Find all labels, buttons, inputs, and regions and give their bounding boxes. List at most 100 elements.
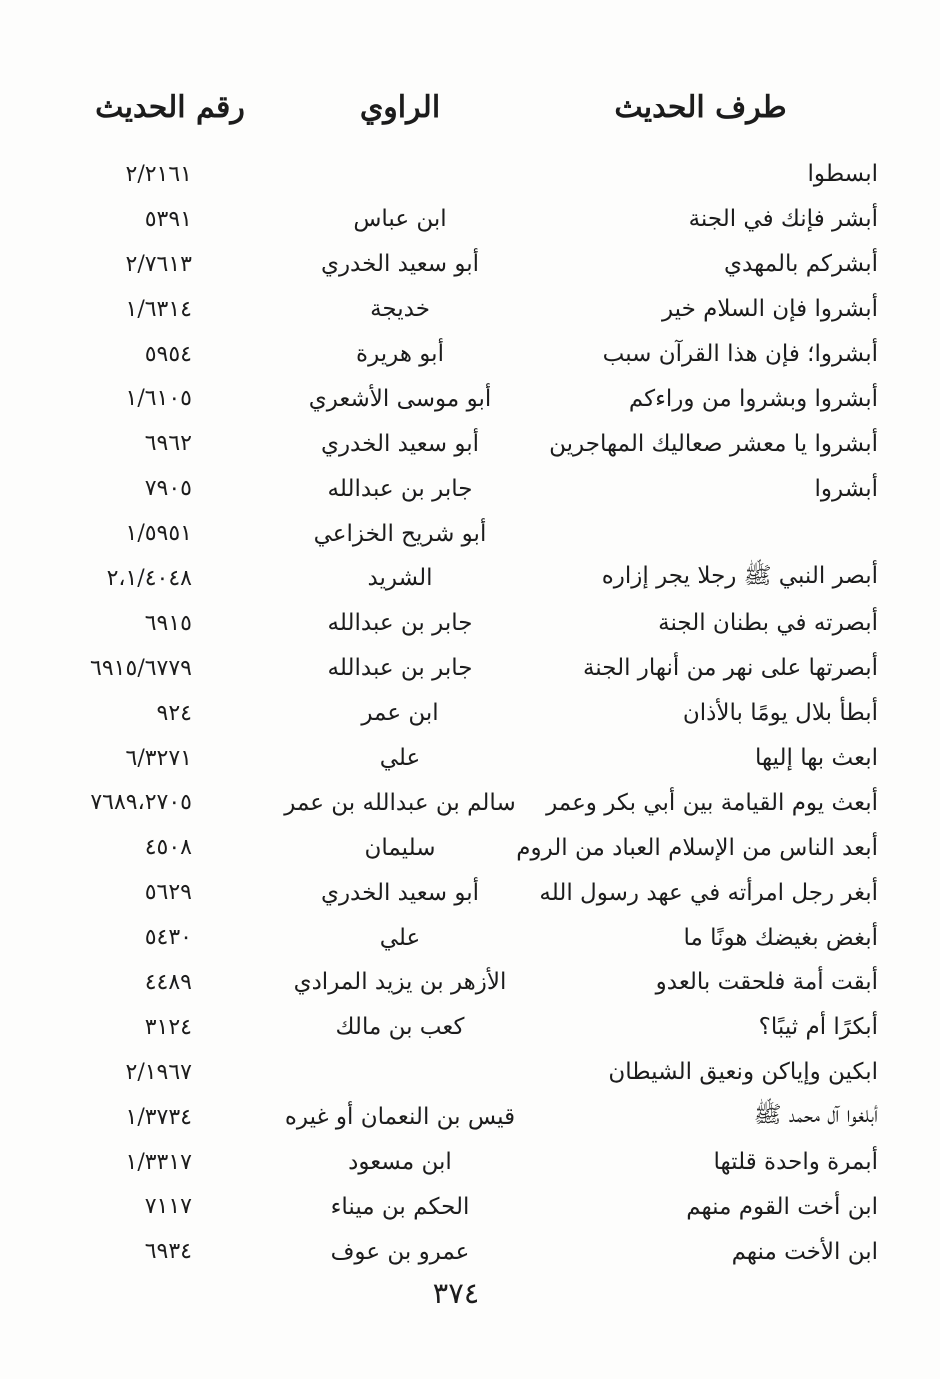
- table-row: أبصرته في بطنان الجنة جابر بن عبدالله ٦٩…: [75, 601, 878, 646]
- narrator-name: أبو شريح الخزاعي: [313, 520, 487, 547]
- hadith-number: ٧٩٠٥: [144, 476, 192, 502]
- header-number-label: رقم الحديث: [95, 89, 245, 125]
- narrator-name: علي: [379, 745, 421, 772]
- narrator-name: ابن عباس: [353, 206, 447, 233]
- hadith-text: أبشر فإنك في الجنة: [688, 206, 878, 233]
- narrator-name: عمرو بن عوف: [330, 1238, 470, 1265]
- narrator-name: الحكم بن ميناء: [330, 1193, 470, 1220]
- hadith-text: أبكرًا أم ثيبًا؟: [758, 1014, 878, 1041]
- table-row: أبكرًا أم ثيبًا؟ كعب بن مالك ٣١٢٤: [75, 1005, 878, 1050]
- hadith-number: ٤٤٨٩: [144, 969, 192, 995]
- narrator-name: أبو موسى الأشعري: [308, 385, 492, 412]
- hadith-number: ٧١١٧: [144, 1194, 192, 1220]
- table-row: أبشروا؛ فإن هذا القرآن سبب أبو هريرة ٥٩٥…: [75, 332, 878, 377]
- table-row: أبلغوا آل محمد ﷺ قيس بن النعمان أو غيره …: [75, 1095, 879, 1140]
- hadith-number: ١/٦١٠٥: [125, 386, 193, 412]
- header-hadith-label: طرف الحديث: [614, 89, 787, 125]
- hadith-text: أبعد الناس من الإسلام العباد من الروم: [516, 834, 878, 861]
- narrator-name: الأزهر بن يزيد المرادي: [293, 969, 507, 996]
- hadith-text: أبعث يوم القيامة بين أبي بكر وعمر: [546, 789, 878, 816]
- table-row: ابن أخت القوم منهم الحكم بن ميناء ٧١١٧: [75, 1184, 878, 1229]
- hadith-number: ٦٩٣٤: [144, 1239, 192, 1265]
- hadith-text: أبغض بغيضك هونًا ما: [683, 924, 878, 951]
- table-row: أبشروا يا معشر صعاليك المهاجرين أبو سعيد…: [75, 421, 878, 466]
- hadith-text: أبصرته في بطنان الجنة: [658, 610, 878, 637]
- hadith-text: أبمرة واحدة قلتها: [713, 1149, 878, 1176]
- table-row: أبصرتها على نهر من أنهار الجنة جابر بن ع…: [75, 646, 878, 691]
- hadith-text: أبغر رجل امرأته في عهد رسول الله: [539, 879, 878, 906]
- hadith-text: ابن الأخت منهم: [731, 1238, 878, 1265]
- table-header: طرف الحديث الراوي رقم الحديث: [75, 80, 878, 134]
- table-row: أبشروا وبشروا من وراءكم أبو موسى الأشعري…: [75, 376, 879, 421]
- hadith-number: ٦٩١٥/٦٧٧٩: [90, 655, 192, 681]
- hadith-text: أبشركم بالمهدي: [724, 251, 878, 278]
- narrator-name: قيس بن النعمان أو غيره: [284, 1104, 516, 1131]
- hadith-number: ٦٩١٥: [144, 610, 192, 636]
- narrator-name: ابن عمر: [361, 700, 439, 727]
- narrator-name: الشريد: [367, 565, 433, 592]
- narrator-name: ابن مسعود: [348, 1149, 452, 1176]
- hadith-number: ٦/٣٢٧١: [125, 745, 193, 771]
- hadith-text: أبشروا؛ فإن هذا القرآن سبب: [602, 341, 878, 367]
- hadith-text: ابسطوا: [807, 161, 878, 188]
- narrator-name: علي: [379, 924, 421, 951]
- table-row: أبشر فإنك في الجنة ابن عباس ٥٣٩١: [75, 197, 878, 242]
- narrator-name: أبو هريرة: [356, 341, 444, 367]
- hadith-number: ٥٦٢٩: [144, 880, 192, 906]
- hadith-text: ابعث بها إليها: [754, 745, 878, 772]
- table-row: أبمرة واحدة قلتها ابن مسعود ١/٣٣١٧: [75, 1140, 879, 1185]
- hadith-text: أبشروا: [814, 475, 879, 502]
- hadith-number: ٦٩٦٢: [144, 431, 192, 457]
- hadith-number: ٥٤٣٠: [144, 925, 192, 951]
- table-row: أبشروا جابر بن عبدالله ٧٩٠٥: [75, 466, 878, 511]
- table-row: ابعث بها إليها علي ٦/٣٢٧١: [75, 736, 879, 781]
- hadith-number: ٧٦٨٩،٢٧٠٥: [90, 790, 192, 816]
- hadith-number: ٣١٢٤: [144, 1014, 192, 1040]
- hadith-text: أبطأ بلال يومًا بالأذان: [682, 700, 878, 727]
- hadith-text: ابكين وإياكن ونعيق الشيطان: [608, 1059, 878, 1086]
- hadith-text: أبقت أمة فلحقت بالعدو: [655, 969, 878, 996]
- hadith-text: أبلغوا آل محمد ﷺ: [753, 1102, 878, 1129]
- table-row: أبغض بغيضك هونًا ما علي ٥٤٣٠: [75, 915, 878, 960]
- table-row: أبصر النبي ﷺ رجلا يجر إزاره الشريد ٢،١/٤…: [75, 556, 878, 601]
- hadith-text: أبصر النبي ﷺ رجلا يجر إزاره: [601, 563, 878, 590]
- narrator-name: سالم بن عبدالله بن عمر: [284, 789, 516, 816]
- narrator-name: خديجة: [370, 296, 430, 323]
- hadith-number: ١/٥٩٥١: [125, 521, 193, 547]
- table-row: أبشروا فإن السلام خير خديجة ١/٦٣١٤: [75, 287, 879, 332]
- narrator-name: كعب بن مالك: [335, 1014, 465, 1041]
- narrator-name: أبو سعيد الخدري: [320, 251, 480, 278]
- hadith-text: أبشروا وبشروا من وراءكم: [628, 385, 878, 412]
- table-row: أبو شريح الخزاعي ١/٥٩٥١: [75, 511, 878, 556]
- table-row: أبعد الناس من الإسلام العباد من الروم سل…: [75, 825, 878, 870]
- hadith-text: ابن أخت القوم منهم: [686, 1193, 878, 1220]
- hadith-number: ٩٢٤: [156, 700, 192, 726]
- table-row: أبقت أمة فلحقت بالعدو الأزهر بن يزيد الم…: [75, 960, 878, 1005]
- hadith-number: ٢/٧٦١٣: [125, 251, 193, 277]
- hadith-number: ٢/١٩٦٧: [125, 1059, 193, 1085]
- table-row: أبشركم بالمهدي أبو سعيد الخدري ٢/٧٦١٣: [75, 242, 879, 287]
- hadith-number: ٢،١/٤٠٤٨: [106, 565, 192, 591]
- narrator-name: سليمان: [364, 834, 436, 861]
- hadith-text: أبصرتها على نهر من أنهار الجنة: [582, 655, 878, 682]
- narrator-name: جابر بن عبدالله: [327, 655, 473, 682]
- table-row: أبعث يوم القيامة بين أبي بكر وعمر سالم ب…: [75, 780, 878, 825]
- page-number: ٣٧٤: [432, 1276, 480, 1310]
- hadith-number: ٥٩٥٤: [144, 341, 192, 367]
- hadith-text: أبشروا يا معشر صعاليك المهاجرين: [549, 430, 878, 457]
- table-row: أبغر رجل امرأته في عهد رسول الله أبو سعي…: [75, 870, 878, 915]
- narrator-name: أبو سعيد الخدري: [320, 879, 480, 906]
- hadith-number: ٢/٢١٦١: [125, 161, 193, 187]
- hadith-number: ١/٣٣١٧: [125, 1149, 193, 1175]
- hadith-number: ١/٣٧٣٤: [125, 1104, 193, 1130]
- narrator-name: أبو سعيد الخدري: [320, 430, 480, 457]
- narrator-name: جابر بن عبدالله: [327, 475, 473, 502]
- hadith-number: ٤٥٠٨: [144, 835, 192, 861]
- narrator-name: جابر بن عبدالله: [327, 610, 473, 637]
- index-rows: ابسطوا ٢/٢١٦١ أبشر فإنك في الجنة ابن عبا…: [75, 152, 878, 1274]
- hadith-number: ١/٦٣١٤: [125, 296, 193, 322]
- table-row: ابسطوا ٢/٢١٦١: [75, 152, 879, 197]
- header-narrator-label: الراوي: [359, 89, 441, 125]
- table-row: أبطأ بلال يومًا بالأذان ابن عمر ٩٢٤: [75, 691, 878, 736]
